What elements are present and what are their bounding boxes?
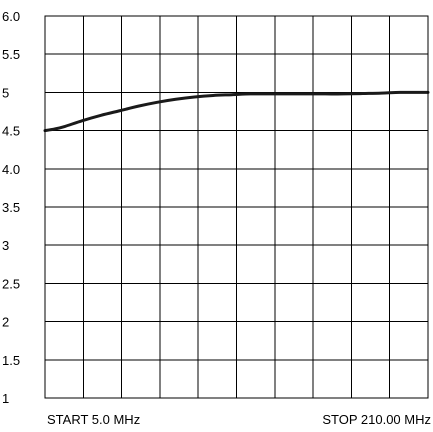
y-tick-label: 5 [2, 85, 9, 100]
plot-frame [44, 15, 429, 399]
grid [45, 16, 428, 398]
series-trace [43, 90, 430, 133]
x-start-label: START 5.0 MHz [47, 412, 140, 427]
y-tick-label: 2.5 [2, 276, 20, 291]
y-tick-label: 4.5 [2, 124, 20, 139]
y-tick-label: 1.5 [2, 353, 20, 368]
y-tick-label: 3 [2, 238, 9, 253]
y-axis-tick-labels: 1 1.5 2 2.5 3 3.5 4.0 4.5 5 5.5 6.0 [2, 9, 20, 406]
y-tick-label: 4.0 [2, 162, 20, 177]
y-tick-label: 6.0 [2, 9, 20, 24]
y-tick-label: 2 [2, 315, 9, 330]
x-stop-label: STOP 210.00 MHz [322, 412, 431, 427]
y-tick-label: 1 [2, 391, 9, 406]
y-tick-label: 5.5 [2, 47, 20, 62]
series-line [43, 90, 430, 133]
y-tick-label: 3.5 [2, 200, 20, 215]
